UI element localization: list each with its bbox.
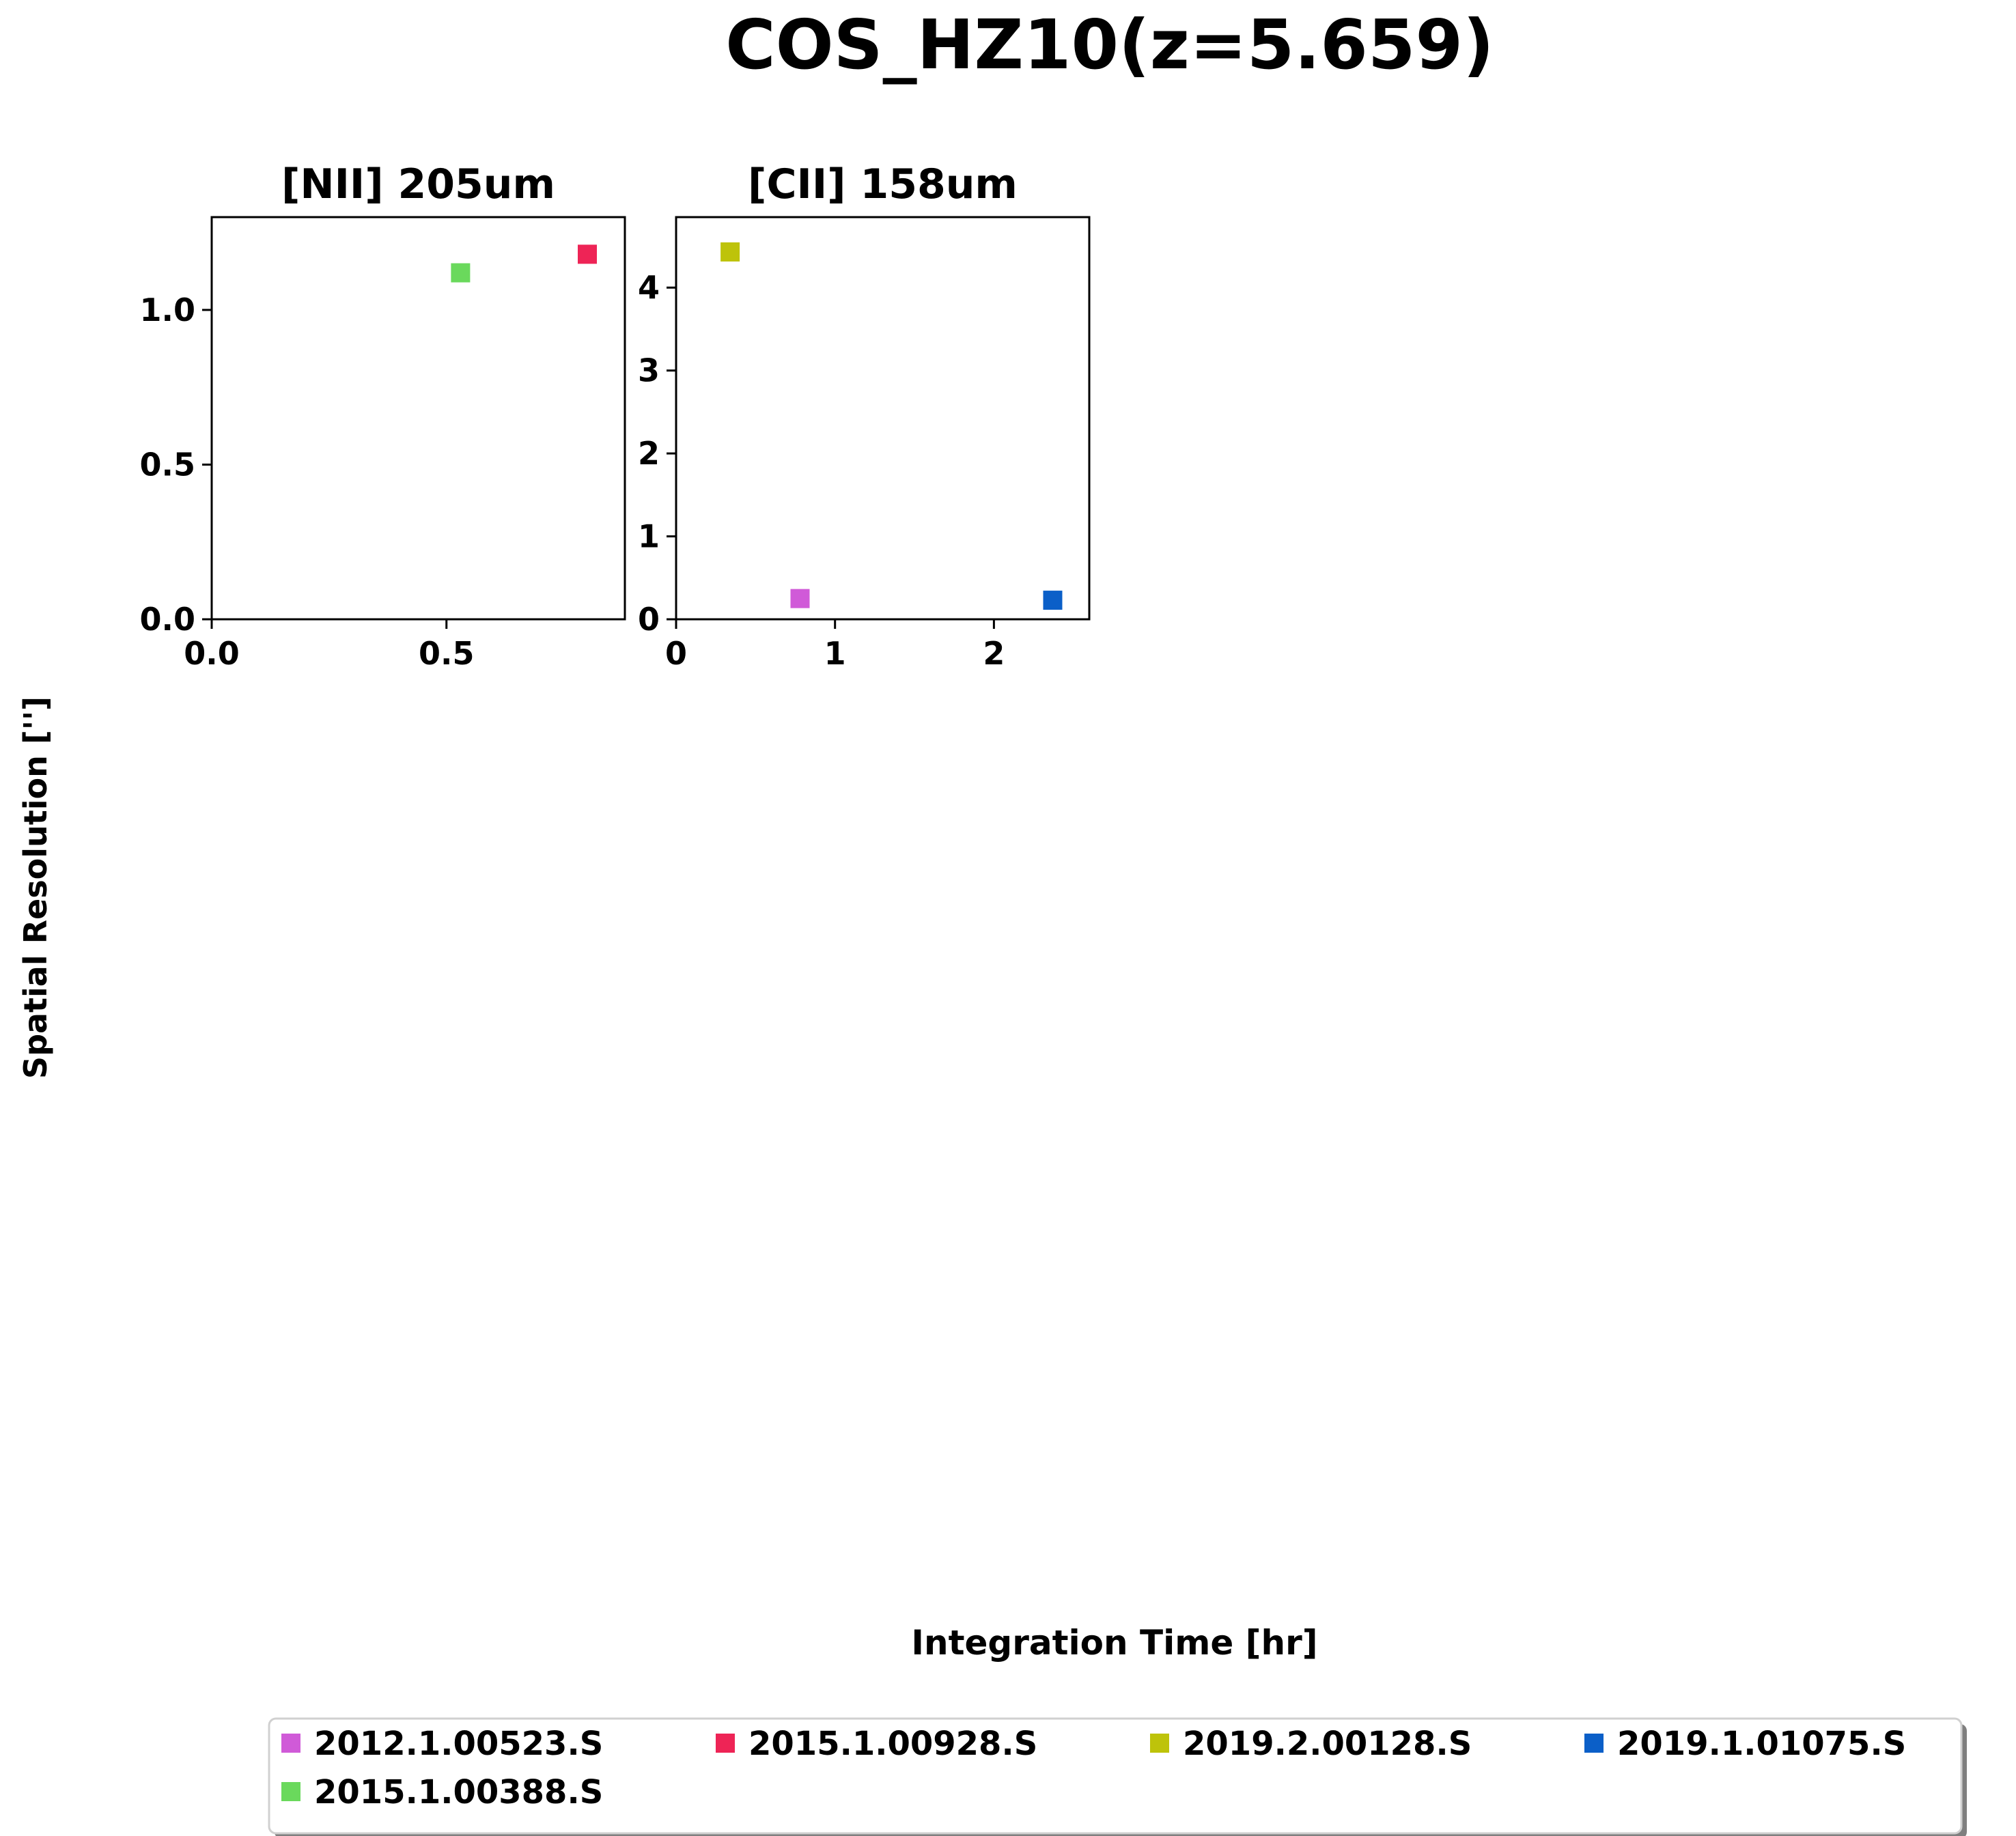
- legend-label: 2019.2.00128.S: [1183, 1725, 1472, 1763]
- y-tick-label: 0: [638, 601, 660, 638]
- legend-marker: [281, 1734, 300, 1753]
- legend-marker: [1584, 1734, 1604, 1753]
- x-tick-label: 0.5: [419, 635, 475, 672]
- data-point-marker: [720, 242, 740, 262]
- legend-box: [268, 1717, 1963, 1835]
- plot-area-frame: [210, 216, 626, 621]
- legend: 2012.1.00523.S 2015.1.00928.S 2019.2.00128…: [268, 1717, 1967, 1836]
- y-tick-label: 1.0: [140, 292, 196, 328]
- subplot-title: [CII] 158um: [748, 160, 1018, 208]
- y-tick-label: 0.0: [140, 601, 196, 638]
- x-tick-label: 0: [665, 635, 687, 672]
- legend-label: 2015.1.00388.S: [314, 1773, 603, 1811]
- y-tick-label: 3: [638, 352, 660, 389]
- y-tick-label: 0.5: [140, 446, 196, 483]
- legend-label: 2012.1.00523.S: [314, 1725, 603, 1763]
- x-axis-label: Integration Time [hr]: [911, 1623, 1317, 1663]
- y-tick-label: 4: [638, 269, 660, 306]
- data-point-marker: [790, 589, 810, 608]
- plot-area-frame: [675, 216, 1091, 621]
- data-point-marker: [578, 244, 597, 264]
- legend-label: 2019.1.01075.S: [1617, 1725, 1906, 1763]
- legend-label: 2015.1.00928.S: [748, 1725, 1037, 1763]
- legend-marker: [716, 1734, 735, 1753]
- legend-marker: [281, 1782, 300, 1801]
- y-tick-label: 1: [638, 518, 660, 555]
- figure-title: COS_HZ10(z=5.659): [725, 5, 1494, 85]
- subplot-nii-205um: [NII] 205um 0.0 0.5 0.0 0.5 1.0: [140, 160, 626, 672]
- x-tick-label: 2: [983, 635, 1005, 672]
- x-tick-label: 1: [824, 635, 846, 672]
- y-axis-label: Spatial Resolution ['']: [17, 696, 54, 1079]
- subplot-title: [NII] 205um: [281, 160, 555, 208]
- y-tick-label: 2: [638, 435, 660, 472]
- subplot-cii-158um: [CII] 158um 0 1 2 0 1 2 3 4: [638, 160, 1091, 672]
- data-point-marker: [1043, 591, 1063, 610]
- data-point-marker: [451, 263, 471, 283]
- x-tick-label: 0.0: [184, 635, 240, 672]
- legend-marker: [1150, 1734, 1169, 1753]
